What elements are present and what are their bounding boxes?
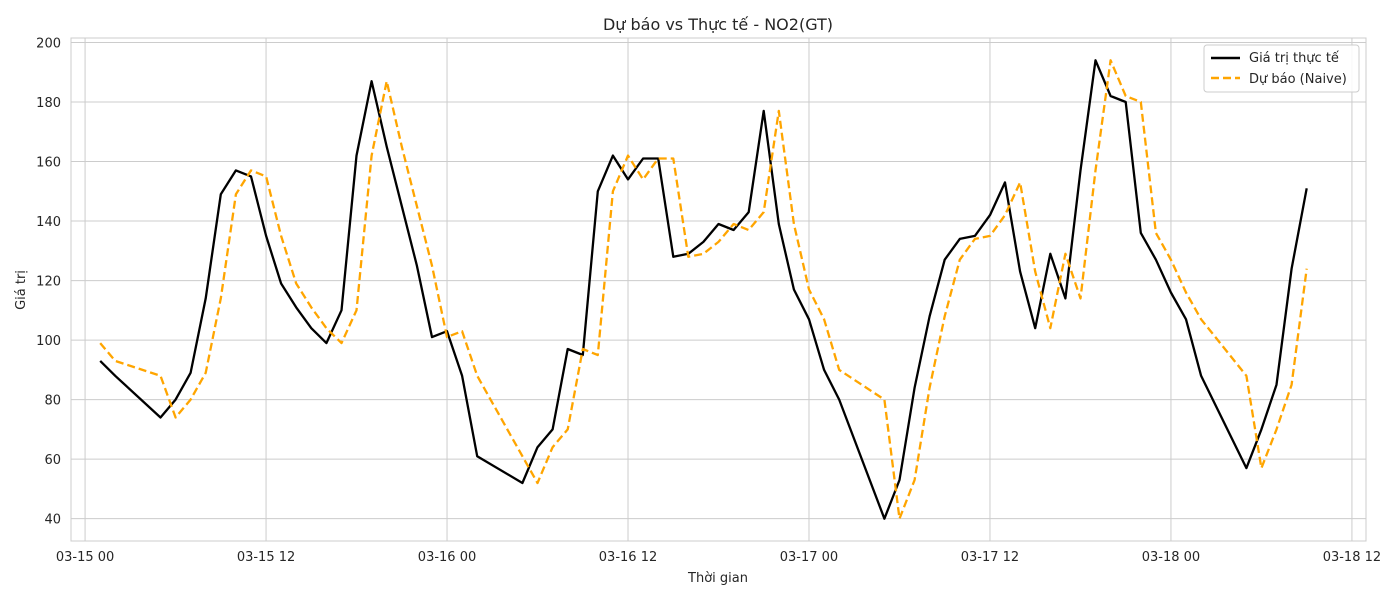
y-tick-label: 100 bbox=[36, 334, 61, 349]
plot-frame bbox=[70, 37, 1367, 542]
series-line-forecast bbox=[99, 59, 1308, 520]
legend: Giá trị thực tế Dự báo (Naive) bbox=[1203, 44, 1360, 93]
x-axis-label: Thời gian bbox=[687, 571, 748, 586]
y-tick-label: 60 bbox=[44, 453, 61, 468]
grid bbox=[71, 38, 1366, 541]
y-tick-label: 200 bbox=[36, 36, 61, 51]
x-axis-ticks: 03-15 00 03-15 12 03-16 00 03-16 12 03-17 00… bbox=[56, 550, 1381, 565]
y-axis-ticks: 40 60 80 100 120 140 160 180 200 bbox=[36, 36, 61, 527]
y-tick-label: 140 bbox=[36, 215, 61, 230]
y-axis-label: Giá trị bbox=[14, 270, 29, 310]
x-tick-label: 03-18 00 bbox=[1142, 550, 1200, 565]
series-lines bbox=[99, 59, 1308, 520]
x-tick-label: 03-17 12 bbox=[961, 550, 1019, 565]
y-tick-label: 80 bbox=[44, 394, 61, 409]
y-tick-label: 180 bbox=[36, 96, 61, 111]
x-tick-label: 03-16 00 bbox=[418, 550, 476, 565]
x-tick-label: 03-18 12 bbox=[1323, 550, 1381, 565]
y-tick-label: 40 bbox=[44, 513, 61, 528]
x-tick-label: 03-16 12 bbox=[599, 550, 657, 565]
legend-label-actual: Giá trị thực tế bbox=[1249, 51, 1339, 66]
x-tick-label: 03-17 00 bbox=[780, 550, 838, 565]
y-tick-label: 120 bbox=[36, 275, 61, 290]
legend-label-forecast: Dự báo (Naive) bbox=[1249, 72, 1347, 87]
chart-title: Dự báo vs Thực tế - NO2(GT) bbox=[603, 15, 833, 34]
legend-box bbox=[1203, 44, 1360, 93]
x-tick-label: 03-15 12 bbox=[237, 550, 295, 565]
y-tick-label: 160 bbox=[36, 156, 61, 171]
x-tick-label: 03-15 00 bbox=[56, 550, 114, 565]
plot-area bbox=[71, 38, 1366, 541]
series-line-actual bbox=[99, 59, 1308, 520]
